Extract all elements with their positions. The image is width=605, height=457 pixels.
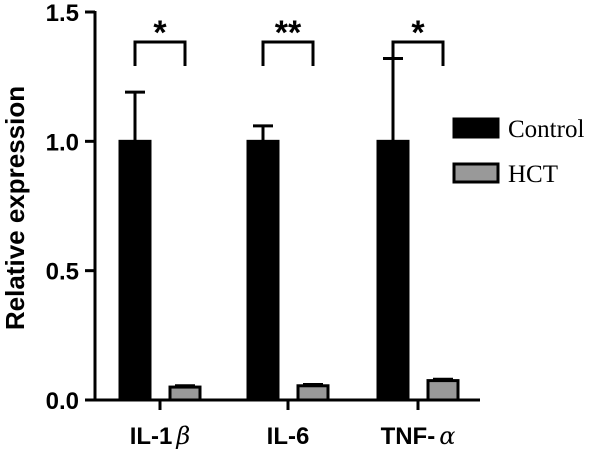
significance-label: * (411, 14, 425, 52)
control-bar (376, 139, 410, 402)
y-tick-label: 0.0 (46, 388, 79, 415)
legend-swatch (452, 117, 500, 139)
significance-label: * (153, 14, 167, 52)
y-tick-label: 1.5 (46, 0, 79, 27)
x-tick-label: TNF-α (381, 422, 456, 450)
axis-labels: 0.0 0.5 1.0 1.5 Relative expression IL-1 β IL-6… (0, 0, 455, 450)
axes (85, 10, 480, 410)
x-tick-label: IL-6 (267, 423, 310, 450)
significance-bracket (261, 40, 315, 66)
legend-swatch (452, 162, 500, 184)
legend-label: HCT (508, 161, 558, 188)
legend-label: Control (508, 116, 584, 143)
x-tick-label: IL-1 β (130, 422, 191, 450)
bars: * ** * (118, 14, 460, 402)
y-axis-label: Relative expression (0, 86, 30, 330)
hct-bar (168, 385, 202, 402)
significance-bracket (133, 40, 187, 66)
hct-bar (426, 379, 460, 402)
hct-bar (296, 384, 330, 402)
y-tick-label: 0.5 (46, 259, 79, 286)
significance-bracket (391, 40, 445, 66)
y-tick-label: 1.0 (46, 129, 79, 156)
control-bar (246, 139, 280, 402)
control-bar (118, 139, 152, 402)
legend: Control HCT (452, 116, 584, 188)
significance-label: ** (275, 14, 302, 52)
